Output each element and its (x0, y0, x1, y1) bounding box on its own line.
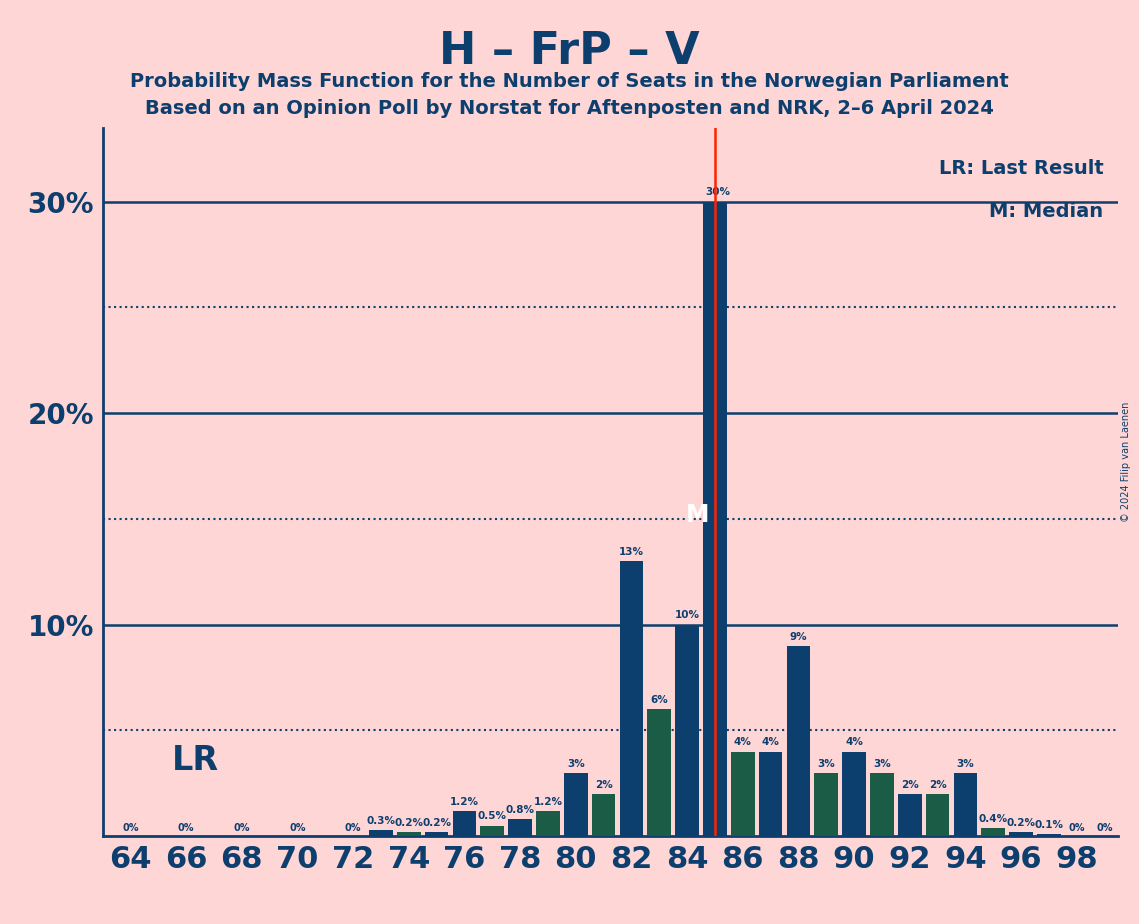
Bar (647, 710, 671, 836)
Text: LR: Last Result: LR: Last Result (939, 160, 1104, 178)
Text: 0%: 0% (233, 823, 249, 833)
Text: 2%: 2% (928, 780, 947, 790)
Bar (1038, 834, 1060, 836)
Text: 0%: 0% (1097, 823, 1113, 833)
Text: 3%: 3% (567, 759, 584, 769)
Bar (620, 561, 644, 836)
Text: 4%: 4% (734, 737, 752, 748)
Text: © 2024 Filip van Laenen: © 2024 Filip van Laenen (1121, 402, 1131, 522)
Text: M: Median: M: Median (989, 202, 1104, 221)
Text: 0.3%: 0.3% (367, 816, 395, 826)
Bar (759, 751, 782, 836)
Bar (787, 646, 810, 836)
Text: 0.4%: 0.4% (978, 813, 1008, 823)
Text: M: M (686, 503, 710, 527)
Bar (1009, 832, 1033, 836)
Bar (870, 772, 894, 836)
Text: 0.5%: 0.5% (477, 811, 507, 821)
Text: 6%: 6% (650, 695, 669, 705)
Bar (481, 826, 505, 836)
Text: 0.2%: 0.2% (1007, 818, 1035, 828)
Text: 2%: 2% (595, 780, 613, 790)
Bar (508, 820, 532, 836)
Text: 10%: 10% (674, 611, 699, 620)
Text: 1.2%: 1.2% (450, 796, 478, 807)
Text: 2%: 2% (901, 780, 919, 790)
Text: 3%: 3% (818, 759, 835, 769)
Bar (982, 828, 1005, 836)
Bar (898, 794, 921, 836)
Bar (536, 811, 559, 836)
Text: 9%: 9% (789, 632, 808, 641)
Text: 3%: 3% (957, 759, 974, 769)
Text: LR: LR (172, 744, 219, 776)
Bar (953, 772, 977, 836)
Text: 4%: 4% (762, 737, 779, 748)
Bar (452, 811, 476, 836)
Text: 0.2%: 0.2% (423, 818, 451, 828)
Text: 0.2%: 0.2% (394, 818, 424, 828)
Bar (369, 830, 393, 836)
Bar (703, 201, 727, 836)
Text: 0%: 0% (1068, 823, 1085, 833)
Text: 0.1%: 0.1% (1034, 820, 1064, 830)
Bar (564, 772, 588, 836)
Text: 0%: 0% (122, 823, 139, 833)
Bar (425, 832, 449, 836)
Text: 3%: 3% (872, 759, 891, 769)
Text: H – FrP – V: H – FrP – V (440, 30, 699, 73)
Text: 0.8%: 0.8% (506, 805, 534, 815)
Bar (926, 794, 950, 836)
Bar (731, 751, 754, 836)
Text: 0%: 0% (178, 823, 195, 833)
Bar (396, 832, 420, 836)
Text: 0%: 0% (289, 823, 305, 833)
Text: 30%: 30% (705, 188, 730, 198)
Text: Probability Mass Function for the Number of Seats in the Norwegian Parliament: Probability Mass Function for the Number… (130, 72, 1009, 91)
Text: 0%: 0% (345, 823, 361, 833)
Bar (592, 794, 615, 836)
Text: 13%: 13% (618, 547, 644, 557)
Bar (842, 751, 866, 836)
Bar (675, 625, 699, 836)
Text: Based on an Opinion Poll by Norstat for Aftenposten and NRK, 2–6 April 2024: Based on an Opinion Poll by Norstat for … (145, 99, 994, 118)
Bar (814, 772, 838, 836)
Text: 1.2%: 1.2% (533, 796, 563, 807)
Text: 4%: 4% (845, 737, 863, 748)
